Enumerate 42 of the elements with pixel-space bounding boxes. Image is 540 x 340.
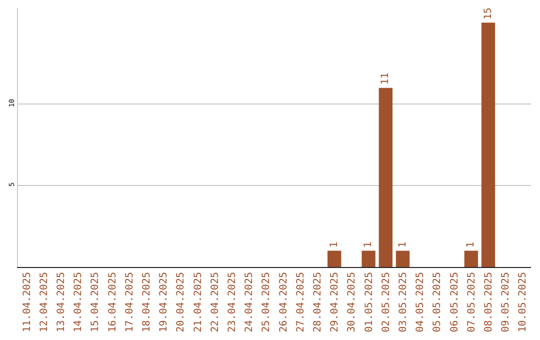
data-label: 11 [380, 72, 392, 85]
x-tick-label: 06.05.2025 [449, 272, 460, 332]
x-tick-label: 02.05.2025 [380, 272, 392, 332]
bar [396, 250, 410, 267]
bar [362, 250, 376, 267]
x-tick-label: 14.04.2025 [73, 272, 84, 332]
bar [378, 88, 392, 267]
x-tick-label: 15.04.2025 [90, 272, 102, 332]
data-label: 15 [482, 8, 494, 20]
x-tick-label: 28.04.2025 [312, 272, 324, 332]
bar [464, 250, 478, 267]
x-tick-label: 19.04.2025 [158, 272, 170, 332]
x-tick-label: 05.05.2025 [432, 272, 444, 332]
x-tick-label: 30.04.2025 [346, 272, 358, 332]
x-tick-label: 24.04.2025 [244, 272, 256, 332]
x-tick-label: 10.05.2025 [518, 272, 529, 332]
x-tick-label: 29.04.2025 [330, 272, 341, 332]
x-tick-label: 16.04.2025 [107, 272, 118, 332]
data-label: 1 [328, 242, 340, 248]
bar [481, 22, 496, 267]
x-tick-label: 01.05.2025 [364, 272, 375, 332]
data-label: 1 [363, 242, 374, 248]
bar [328, 250, 342, 267]
data-label: 1 [397, 242, 408, 248]
x-tick-label: 18.04.2025 [142, 272, 152, 332]
x-tick-label: 07.05.2025 [466, 272, 478, 332]
x-tick-label: 08.05.2025 [484, 272, 494, 332]
x-tick-label: 09.05.2025 [500, 272, 512, 332]
x-tick-label: 17.04.2025 [124, 272, 136, 332]
x-tick-label: 25.04.2025 [261, 272, 272, 332]
x-tick-label: 04.05.2025 [415, 272, 426, 332]
x-tick-label: 21.04.2025 [192, 272, 204, 332]
x-tick-label: 20.04.2025 [176, 272, 187, 332]
x-tick-label: 03.05.2025 [398, 272, 409, 332]
x-tick-label: 23.04.2025 [227, 272, 238, 332]
x-tick-label: 13.04.2025 [56, 272, 67, 332]
x-tick-label: 11.04.2025 [22, 272, 33, 332]
x-tick-label: 26.04.2025 [278, 272, 290, 332]
x-tick-label: 12.04.2025 [38, 272, 50, 332]
x-tick-label: 22.04.2025 [210, 272, 221, 332]
x-tick-label: 27.04.2025 [295, 272, 306, 332]
data-label: 1 [466, 242, 477, 248]
